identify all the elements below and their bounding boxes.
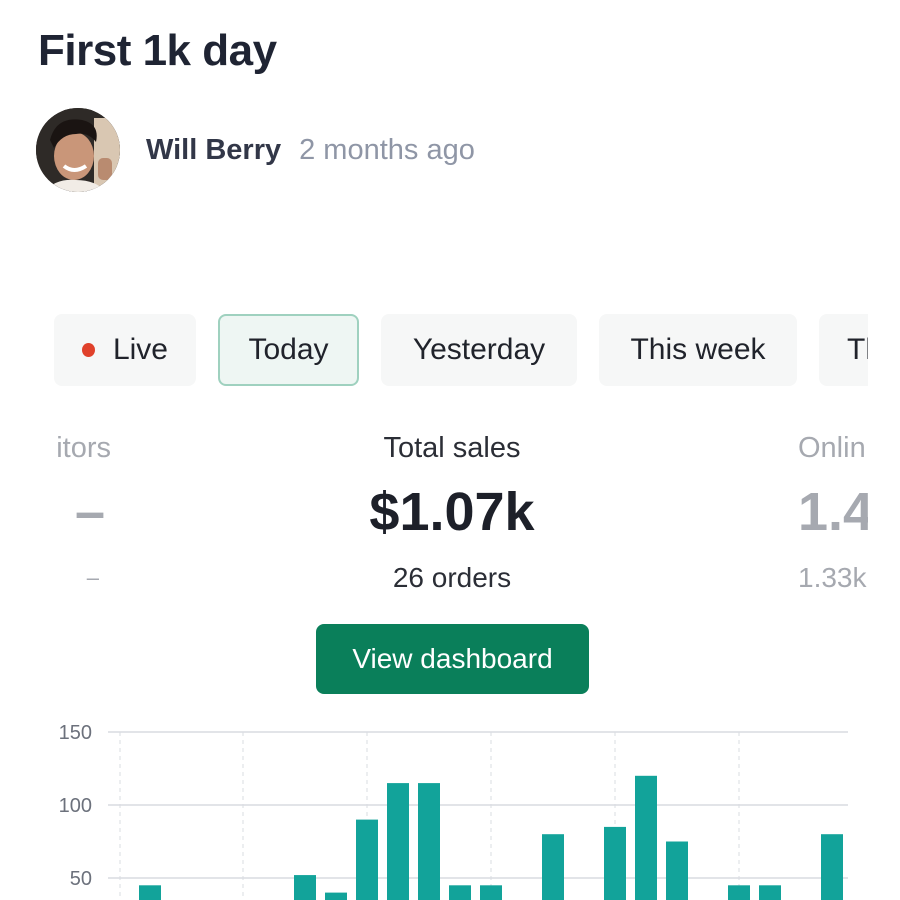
- post-timestamp: 2 months ago: [299, 133, 475, 166]
- y-tick-label: 150: [59, 722, 92, 744]
- stat-value: $1.07k: [369, 482, 535, 542]
- chart-bar[interactable]: [728, 885, 750, 900]
- chart-bar[interactable]: [480, 885, 502, 900]
- author-name[interactable]: Will Berry: [146, 133, 282, 166]
- chart-bar[interactable]: [449, 885, 471, 900]
- stat-total-sales: Total sales $1.07k 26 orders: [317, 428, 587, 598]
- stat-sub: –: [86, 565, 99, 590]
- live-dot-icon: [82, 343, 95, 357]
- chart-bar[interactable]: [666, 841, 688, 900]
- chart-bar[interactable]: [821, 834, 843, 900]
- chart-bar[interactable]: [294, 875, 316, 900]
- chart-bar[interactable]: [542, 834, 564, 900]
- tab-this-week-label: This week: [630, 333, 766, 366]
- avatar[interactable]: [36, 108, 120, 192]
- chart-bar[interactable]: [604, 826, 626, 900]
- tab-clipped[interactable]: Th: [819, 314, 868, 386]
- avatar-photo-icon: [36, 108, 120, 192]
- tab-today[interactable]: Today: [218, 314, 359, 386]
- tab-yesterday[interactable]: Yesterday: [381, 314, 577, 386]
- stat-value: –: [74, 482, 105, 542]
- chart-canvas: 150 100 50: [59, 722, 848, 900]
- chart-bar[interactable]: [759, 885, 781, 900]
- stat-value: 1.4: [798, 482, 868, 542]
- stat-sub: 26 orders: [392, 562, 512, 593]
- stats-carousel: itors – – Total sales $1.07k 26 orders O…: [36, 428, 868, 608]
- tab-live[interactable]: Live: [54, 314, 196, 386]
- author-row: Will Berry 2 months ago: [36, 108, 475, 192]
- stat-label: itors: [56, 432, 111, 464]
- tab-live-label: Live: [112, 333, 168, 366]
- tab-this-week[interactable]: This week: [599, 314, 797, 386]
- stat-label: Onlin: [798, 432, 866, 464]
- tab-today-label: Today: [248, 333, 329, 366]
- period-tabs: Live Today Yesterday This week Th: [54, 314, 868, 390]
- chart-bar[interactable]: [356, 819, 378, 900]
- post-title: First 1k day: [38, 26, 277, 75]
- y-tick-label: 100: [59, 795, 92, 817]
- chart-bar[interactable]: [325, 892, 347, 900]
- chart-bar[interactable]: [387, 783, 409, 900]
- tab-yesterday-label: Yesterday: [412, 333, 546, 366]
- chart-bar[interactable]: [139, 885, 161, 900]
- stat-online: Onlin 1.4 1.33k: [798, 428, 868, 598]
- sales-bar-chart: 150 100 50: [0, 712, 900, 900]
- chart-bar[interactable]: [635, 775, 657, 900]
- y-tick-label: 50: [70, 868, 92, 890]
- stat-label: Total sales: [383, 432, 521, 464]
- view-dashboard-button[interactable]: View dashboard: [316, 624, 589, 694]
- stat-sub: 1.33k: [798, 562, 867, 593]
- tab-clipped-label: Th: [847, 333, 868, 366]
- stat-visitors: itors – –: [36, 428, 111, 598]
- chart-bar[interactable]: [418, 783, 440, 900]
